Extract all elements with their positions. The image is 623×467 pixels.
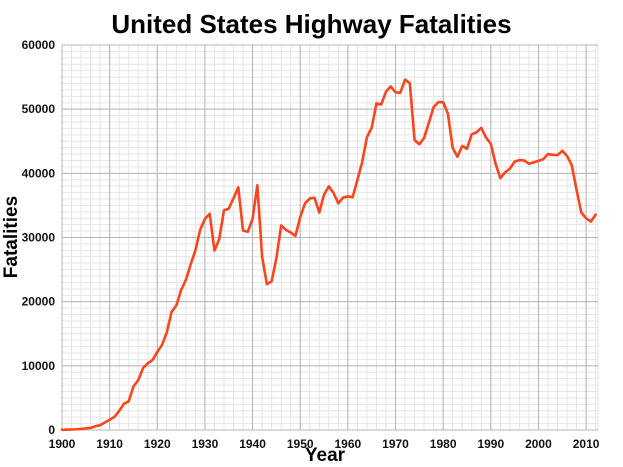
y-tick-label: 40000 — [22, 166, 56, 180]
x-tick-label: 1980 — [430, 437, 457, 451]
chart-title: United States Highway Fatalities — [111, 9, 512, 39]
x-axis-title: Year — [305, 445, 346, 466]
x-tick-label: 2010 — [573, 437, 600, 451]
y-tick-label: 30000 — [22, 231, 56, 245]
x-tick-label: 1920 — [144, 437, 171, 451]
y-axis-title: Fatalities — [1, 196, 22, 278]
major-gridlines — [61, 44, 598, 431]
y-axis-tick-labels: 0 10000 20000 30000 40000 50000 60000 — [22, 38, 56, 437]
x-tick-label: 1910 — [96, 437, 123, 451]
x-tick-label: 2000 — [525, 437, 552, 451]
x-tick-label: 1950 — [287, 437, 314, 451]
x-tick-label: 1960 — [335, 437, 362, 451]
y-tick-label: 10000 — [22, 359, 56, 373]
x-axis-tick-labels: 1900 1910 1920 1930 1940 1950 1960 1970 1980 1990… — [49, 437, 600, 451]
fatalities-line — [60, 78, 597, 432]
y-tick-label: 20000 — [22, 295, 56, 309]
x-tick-label: 1900 — [49, 437, 76, 451]
y-tick-label: 0 — [48, 423, 55, 437]
x-tick-label: 1940 — [239, 437, 266, 451]
x-tick-label: 1990 — [477, 437, 504, 451]
y-tick-label: 60000 — [22, 38, 56, 52]
x-tick-label: 1970 — [382, 437, 409, 451]
x-tick-label: 1930 — [192, 437, 219, 451]
y-tick-label: 50000 — [22, 102, 56, 116]
